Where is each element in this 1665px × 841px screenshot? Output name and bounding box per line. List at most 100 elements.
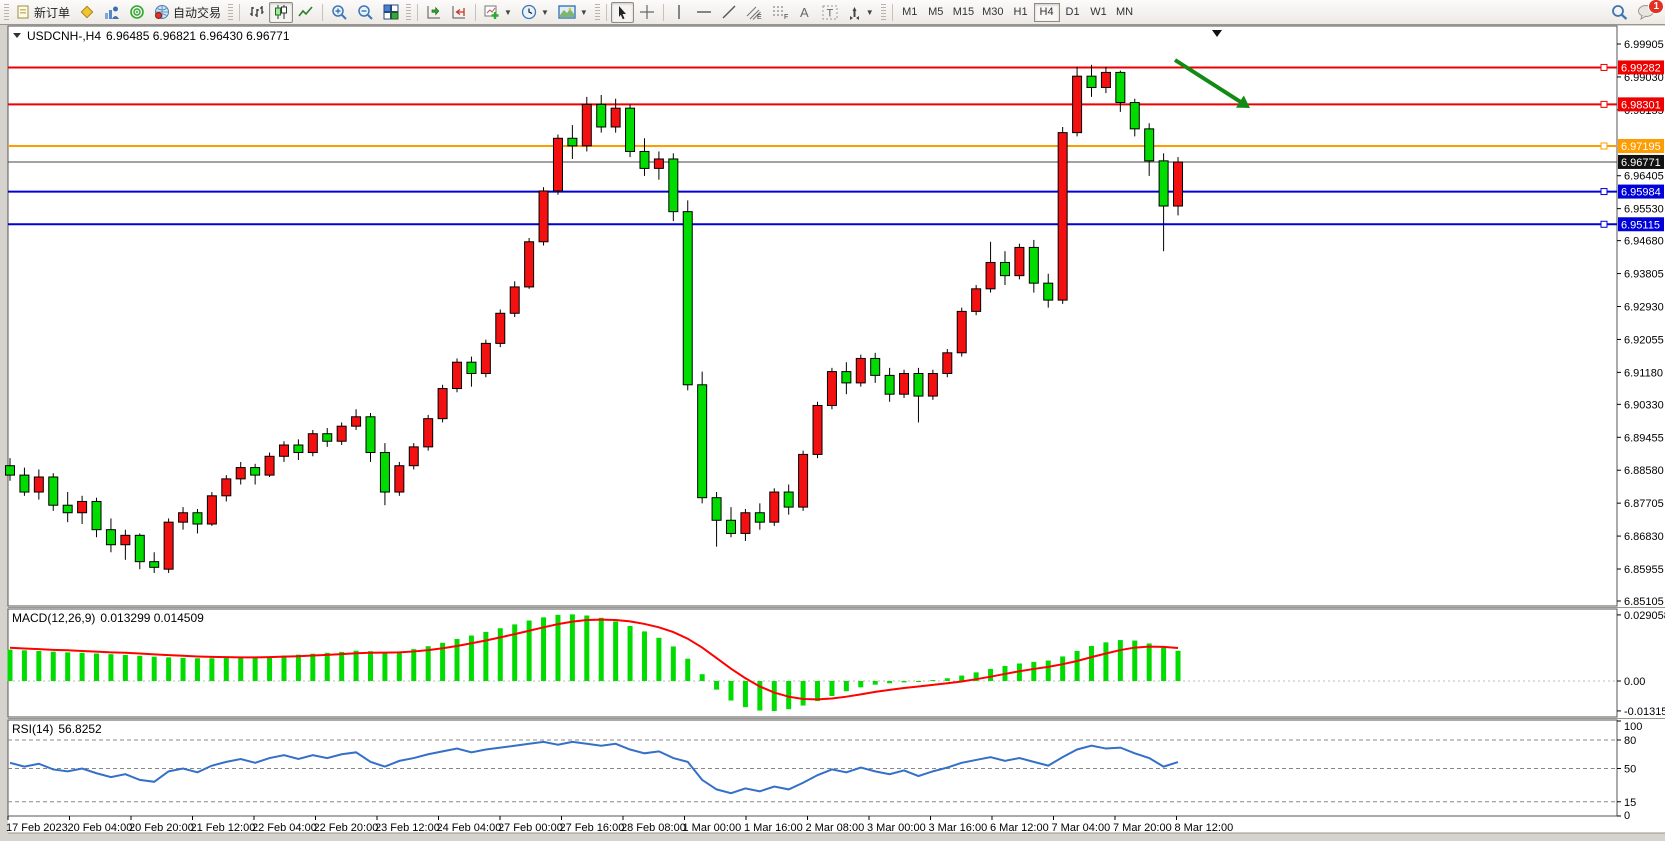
bar-chart-button[interactable] [244,2,268,23]
rsi-indicator: 100 80 50 150 [8,720,1642,822]
toolbar-grip[interactable] [406,4,412,20]
macd-bar [656,637,662,681]
macd-bar [1103,642,1109,681]
trendline-button[interactable] [717,2,741,23]
timeframe-button-m15[interactable]: M15 [949,3,978,22]
candle-body [336,425,347,442]
timeframe-button-d1[interactable]: D1 [1060,3,1086,22]
vertical-line-button[interactable] [668,2,691,23]
chart-shift-marker[interactable] [1212,30,1222,37]
macd-bar [454,638,460,681]
price-tag-label: 6.95115 [1621,219,1660,231]
price-tag-label: 6.96771 [1621,157,1661,169]
timeframe-button-m30[interactable]: M30 [978,3,1007,22]
macd-bar [1031,661,1037,681]
macd-bar [267,656,273,681]
level-handle[interactable] [1600,188,1608,196]
new-chart-dropdown[interactable]: ▼ [480,2,516,23]
fibonacci-button[interactable]: F [768,2,793,23]
candle-body [91,500,102,531]
template-dropdown[interactable]: ▼ [554,2,592,23]
search-icon [1612,5,1628,20]
price-tick-label: 6.85105 [1624,596,1664,608]
cursor-button[interactable] [610,1,634,23]
candle-body [855,357,866,384]
timeframe-button-h4[interactable]: H4 [1033,2,1060,22]
period-clock-dropdown[interactable]: ▼ [517,2,553,23]
candle-body [1100,71,1111,88]
price-tick-label: 6.92930 [1624,302,1664,314]
macd-bar [959,675,965,681]
candle-body [711,497,722,521]
candle-body [480,342,491,374]
toolbar-grip[interactable] [228,4,234,20]
line-chart-button[interactable] [294,2,318,23]
candle-body [1144,128,1155,162]
macd-bar [411,649,417,681]
toolbar-grip[interactable] [594,4,600,20]
macd-scale-label: -0.013154 [1624,706,1665,718]
macd-bar [872,681,878,685]
level-handle[interactable] [1600,63,1608,71]
candlestick-button[interactable] [269,1,294,23]
chart-shift-button[interactable] [447,2,471,23]
timeframe-button-w1[interactable]: W1 [1086,3,1112,22]
horizontal-line-icon [696,11,711,13]
macd-bar [843,681,849,692]
zoom-out-button[interactable] [353,2,378,23]
data-window-button[interactable] [100,2,124,23]
timeframe-button-m5[interactable]: M5 [923,3,949,22]
macd-panel[interactable] [7,608,1618,718]
market-watch-button[interactable] [75,2,99,23]
dropdown-caret: ▼ [504,7,512,17]
toolbar-grip[interactable] [4,4,9,20]
navigator-button[interactable] [125,2,149,23]
price-tick-label: 6.95530 [1624,204,1664,216]
level-handle[interactable] [1600,220,1608,228]
date-label: 27 Feb 00:00 [498,822,563,834]
price-tag-label: 6.95984 [1621,187,1661,199]
macd-bar [1060,656,1066,681]
macd-bar [584,615,590,681]
macd-bar [541,617,547,681]
timeframe-button-m1[interactable]: M1 [897,3,923,22]
macd-label: MACD(12,26,9) 0.013299 0.014509 [12,611,204,625]
auto-scroll-button[interactable] [422,2,446,23]
text-button[interactable]: A [794,2,817,23]
macd-bar [1146,643,1152,681]
annotation-arrow-head[interactable] [1236,95,1250,108]
notifications-button[interactable]: 1 [1633,0,1664,23]
zoom-out-icon [358,5,373,20]
level-handle[interactable] [1600,142,1608,150]
crosshair-button[interactable] [635,2,659,23]
candle-body [264,455,275,476]
tile-windows-button[interactable] [379,2,403,23]
macd-bar [714,681,720,690]
search-button[interactable] [1607,2,1632,23]
macd-bar [36,650,42,681]
arrows-dropdown[interactable]: ▼ [843,2,878,23]
toolbar-grip[interactable] [880,4,886,20]
macd-bar [973,672,979,681]
line-chart-icon [298,6,313,17]
text-label-button[interactable]: T [818,2,842,23]
template-icon [558,5,576,19]
zoom-in-button[interactable] [327,2,352,23]
new-order-button[interactable]: 新订单 [12,2,74,23]
equidistant-channel-button[interactable]: E [742,2,767,23]
candle-body [307,433,318,454]
timeframe-button-mn[interactable]: MN [1112,3,1138,22]
candle-body [178,512,189,523]
main-panel[interactable] [7,25,1618,607]
annotation-arrow[interactable] [1173,58,1243,105]
candle-body [322,433,333,442]
candle-body [495,312,506,344]
price-tick-label: 6.93805 [1624,269,1664,281]
timeframe-button-h1[interactable]: H1 [1008,3,1034,22]
price-tick-label: 6.99905 [1624,39,1664,51]
level-handle[interactable] [1600,100,1608,108]
autotrading-button[interactable]: 自动交易 [150,2,225,23]
horizontal-line-button[interactable] [692,2,716,23]
chart-menu-caret[interactable] [13,33,21,38]
